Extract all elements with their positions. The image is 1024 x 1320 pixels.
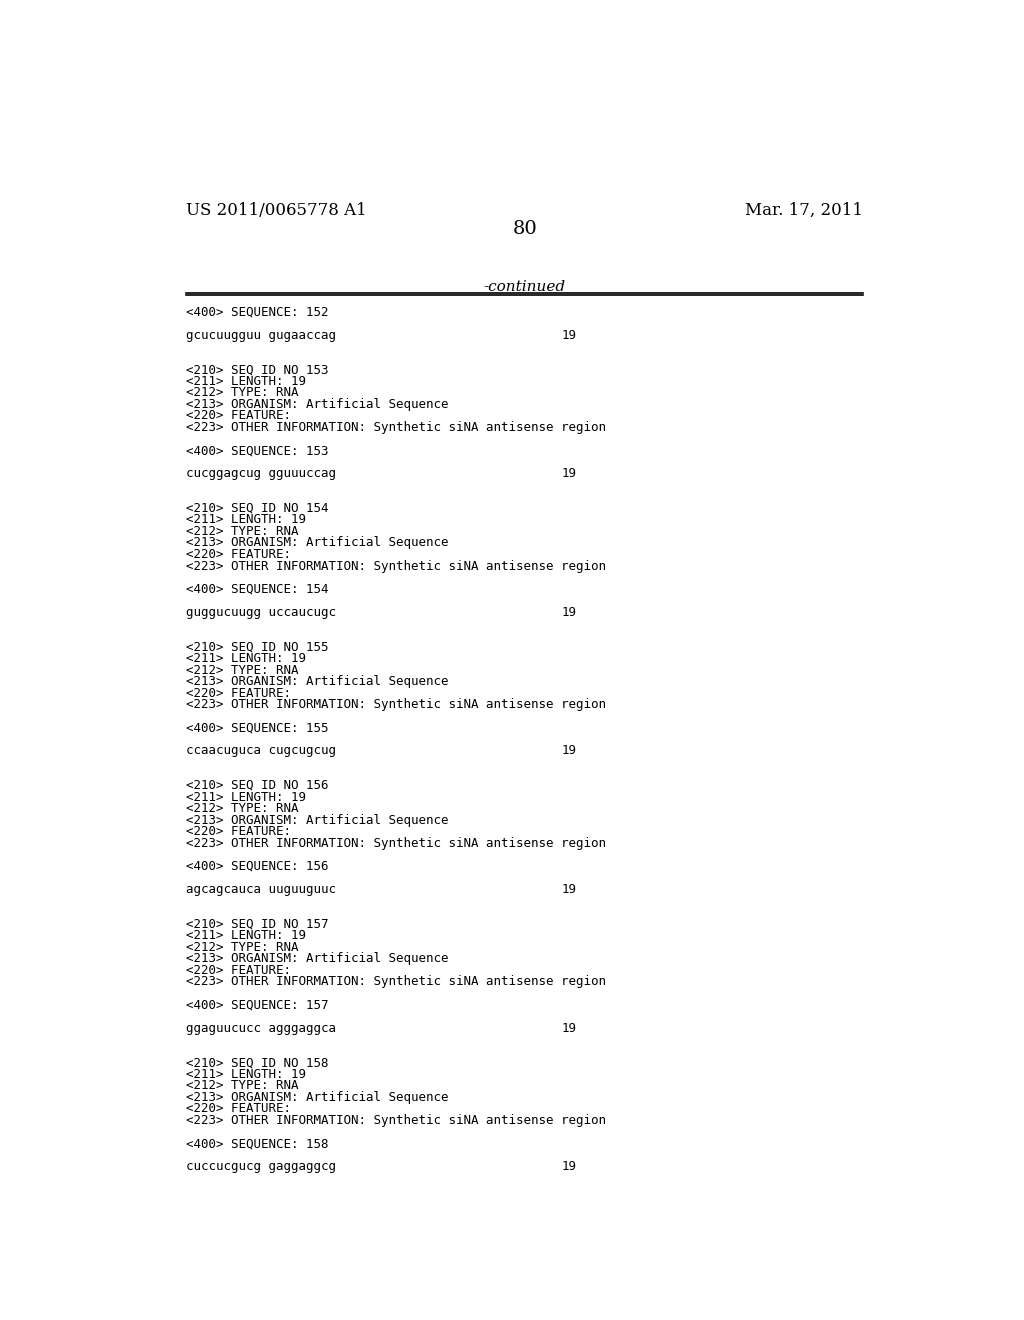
Text: <213> ORGANISM: Artificial Sequence: <213> ORGANISM: Artificial Sequence [186, 536, 449, 549]
Text: cucggagcug gguuuccag: cucggagcug gguuuccag [186, 467, 336, 480]
Text: 19: 19 [562, 883, 577, 896]
Text: agcagcauca uuguuguuc: agcagcauca uuguuguuc [186, 883, 336, 896]
Text: <223> OTHER INFORMATION: Synthetic siNA antisense region: <223> OTHER INFORMATION: Synthetic siNA … [186, 1114, 606, 1127]
Text: <220> FEATURE:: <220> FEATURE: [186, 548, 291, 561]
Text: ggaguucucc agggaggca: ggaguucucc agggaggca [186, 1022, 336, 1035]
Text: <212> TYPE: RNA: <212> TYPE: RNA [186, 664, 299, 677]
Text: 19: 19 [562, 1160, 577, 1173]
Text: <213> ORGANISM: Artificial Sequence: <213> ORGANISM: Artificial Sequence [186, 675, 449, 688]
Text: <400> SEQUENCE: 152: <400> SEQUENCE: 152 [186, 305, 329, 318]
Text: <211> LENGTH: 19: <211> LENGTH: 19 [186, 791, 306, 804]
Text: <223> OTHER INFORMATION: Synthetic siNA antisense region: <223> OTHER INFORMATION: Synthetic siNA … [186, 698, 606, 711]
Text: <220> FEATURE:: <220> FEATURE: [186, 686, 291, 700]
Text: <223> OTHER INFORMATION: Synthetic siNA antisense region: <223> OTHER INFORMATION: Synthetic siNA … [186, 421, 606, 434]
Text: <211> LENGTH: 19: <211> LENGTH: 19 [186, 652, 306, 665]
Text: <210> SEQ ID NO 153: <210> SEQ ID NO 153 [186, 363, 329, 376]
Text: <400> SEQUENCE: 156: <400> SEQUENCE: 156 [186, 859, 329, 873]
Text: <220> FEATURE:: <220> FEATURE: [186, 825, 291, 838]
Text: Mar. 17, 2011: Mar. 17, 2011 [745, 202, 863, 219]
Text: <223> OTHER INFORMATION: Synthetic siNA antisense region: <223> OTHER INFORMATION: Synthetic siNA … [186, 975, 606, 989]
Text: <212> TYPE: RNA: <212> TYPE: RNA [186, 941, 299, 954]
Text: 19: 19 [562, 1022, 577, 1035]
Text: <212> TYPE: RNA: <212> TYPE: RNA [186, 803, 299, 816]
Text: 19: 19 [562, 606, 577, 619]
Text: <210> SEQ ID NO 155: <210> SEQ ID NO 155 [186, 640, 329, 653]
Text: <220> FEATURE:: <220> FEATURE: [186, 964, 291, 977]
Text: <220> FEATURE:: <220> FEATURE: [186, 1102, 291, 1115]
Text: <213> ORGANISM: Artificial Sequence: <213> ORGANISM: Artificial Sequence [186, 813, 449, 826]
Text: <400> SEQUENCE: 157: <400> SEQUENCE: 157 [186, 998, 329, 1011]
Text: US 2011/0065778 A1: US 2011/0065778 A1 [186, 202, 367, 219]
Text: <212> TYPE: RNA: <212> TYPE: RNA [186, 525, 299, 539]
Text: <213> ORGANISM: Artificial Sequence: <213> ORGANISM: Artificial Sequence [186, 1090, 449, 1104]
Text: gcucuugguu gugaaccag: gcucuugguu gugaaccag [186, 329, 336, 342]
Text: 80: 80 [512, 220, 538, 238]
Text: <210> SEQ ID NO 158: <210> SEQ ID NO 158 [186, 1056, 329, 1069]
Text: cuccucgucg gaggaggcg: cuccucgucg gaggaggcg [186, 1160, 336, 1173]
Text: <212> TYPE: RNA: <212> TYPE: RNA [186, 1080, 299, 1093]
Text: 19: 19 [562, 744, 577, 758]
Text: <211> LENGTH: 19: <211> LENGTH: 19 [186, 1068, 306, 1081]
Text: 19: 19 [562, 329, 577, 342]
Text: <400> SEQUENCE: 153: <400> SEQUENCE: 153 [186, 444, 329, 457]
Text: <213> ORGANISM: Artificial Sequence: <213> ORGANISM: Artificial Sequence [186, 397, 449, 411]
Text: <400> SEQUENCE: 155: <400> SEQUENCE: 155 [186, 721, 329, 734]
Text: <223> OTHER INFORMATION: Synthetic siNA antisense region: <223> OTHER INFORMATION: Synthetic siNA … [186, 560, 606, 573]
Text: <213> ORGANISM: Artificial Sequence: <213> ORGANISM: Artificial Sequence [186, 952, 449, 965]
Text: <400> SEQUENCE: 154: <400> SEQUENCE: 154 [186, 582, 329, 595]
Text: <210> SEQ ID NO 156: <210> SEQ ID NO 156 [186, 779, 329, 792]
Text: -continued: -continued [483, 280, 566, 294]
Text: <400> SEQUENCE: 158: <400> SEQUENCE: 158 [186, 1137, 329, 1150]
Text: <212> TYPE: RNA: <212> TYPE: RNA [186, 387, 299, 400]
Text: <223> OTHER INFORMATION: Synthetic siNA antisense region: <223> OTHER INFORMATION: Synthetic siNA … [186, 837, 606, 850]
Text: <211> LENGTH: 19: <211> LENGTH: 19 [186, 929, 306, 942]
Text: <210> SEQ ID NO 154: <210> SEQ ID NO 154 [186, 502, 329, 515]
Text: 19: 19 [562, 467, 577, 480]
Text: ccaacuguca cugcugcug: ccaacuguca cugcugcug [186, 744, 336, 758]
Text: <210> SEQ ID NO 157: <210> SEQ ID NO 157 [186, 917, 329, 931]
Text: <211> LENGTH: 19: <211> LENGTH: 19 [186, 375, 306, 388]
Text: <220> FEATURE:: <220> FEATURE: [186, 409, 291, 422]
Text: <211> LENGTH: 19: <211> LENGTH: 19 [186, 513, 306, 527]
Text: guggucuugg uccaucugc: guggucuugg uccaucugc [186, 606, 336, 619]
